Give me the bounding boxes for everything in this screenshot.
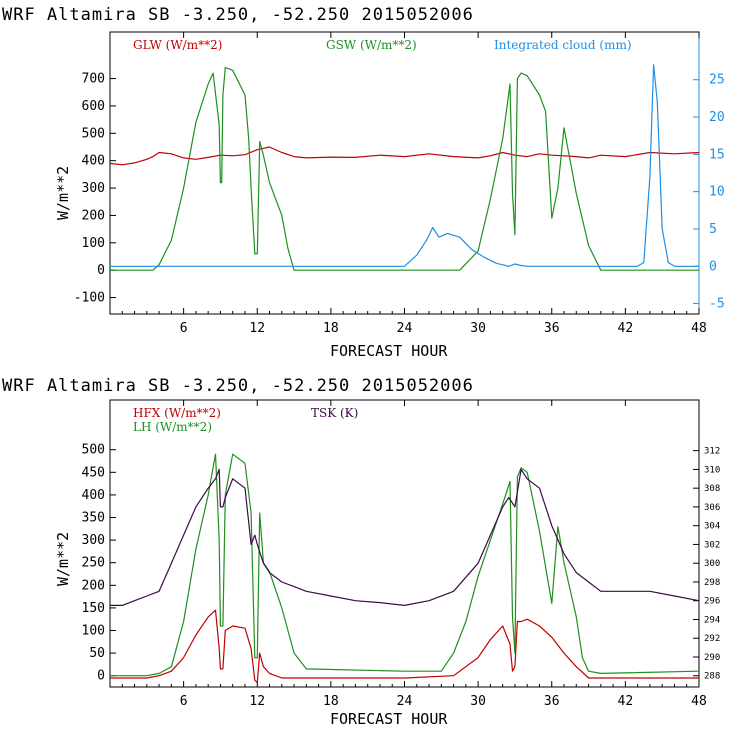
x-tick-label: 12 — [249, 694, 265, 709]
bottom-x-axis: 6 12 18 24 30 36 42 48 — [121, 400, 707, 709]
x-tick-label: 42 — [618, 694, 634, 709]
y2-tick-label: 306 — [704, 503, 720, 513]
bottom-chart-title: WRF Altamira SB -3.250, -52.250 20150520… — [2, 376, 474, 396]
series-glw-line — [109, 146, 700, 166]
y-tick-label: -100 — [74, 291, 105, 306]
legend-glw: GLW (W/m**2) — [133, 38, 222, 52]
y2-tick-label: 300 — [704, 559, 720, 569]
y2-tick-label: 0 — [709, 259, 717, 274]
top-y-axis-label: W/m**2 — [54, 166, 72, 220]
y2-tick-label: 308 — [704, 484, 720, 494]
x-tick-label: 24 — [397, 321, 413, 336]
top-x-axis: 6 12 18 24 30 36 42 48 — [121, 32, 707, 336]
y-tick-label: 600 — [82, 99, 105, 114]
x-tick-label: 6 — [180, 321, 188, 336]
y-tick-label: 300 — [82, 181, 105, 196]
x-tick-label: 48 — [691, 321, 707, 336]
bottom-y-axis-label: W/m**2 — [54, 532, 72, 586]
y-tick-label: 100 — [82, 624, 105, 639]
bottom-chart-panel: WRF Altamira SB -3.250, -52.250 20150520… — [2, 376, 720, 728]
series-tsk-line — [110, 468, 700, 607]
x-tick-label: 48 — [691, 694, 707, 709]
top-x-axis-label: FORECAST HOUR — [330, 342, 448, 360]
x-tick-label: 36 — [544, 694, 560, 709]
y2-tick-label: 20 — [709, 110, 725, 125]
y-tick-label: 450 — [82, 465, 105, 480]
x-tick-label: 36 — [544, 321, 560, 336]
y-tick-label: 50 — [89, 646, 105, 661]
legend-integrated-cloud: Integrated cloud (mm) — [494, 38, 632, 52]
x-tick-label: 12 — [249, 321, 265, 336]
y2-tick-label: 310 — [704, 465, 720, 475]
bottom-right-axis: 288 290 292 294 296 298 300 302 304 306 308 310 312 — [693, 447, 720, 682]
y-tick-label: 500 — [82, 126, 105, 141]
x-tick-label: 18 — [323, 321, 339, 336]
x-tick-label: 24 — [397, 694, 413, 709]
series-gsw-line — [110, 66, 699, 271]
y2-tick-label: -5 — [709, 297, 725, 312]
y2-tick-label: 298 — [704, 578, 720, 588]
y2-tick-label: 25 — [709, 73, 725, 88]
top-series-group — [109, 64, 700, 271]
y2-tick-label: 10 — [709, 185, 725, 200]
y2-tick-label: 304 — [704, 522, 720, 532]
series-lh-line — [110, 453, 700, 677]
y-tick-label: 0 — [97, 263, 105, 278]
top-right-axis: -5 0 5 10 15 20 25 — [693, 73, 725, 312]
y2-tick-label: 288 — [704, 672, 720, 682]
y-tick-label: 100 — [82, 236, 105, 251]
bottom-x-axis-label: FORECAST HOUR — [330, 710, 448, 728]
y-tick-label: 700 — [82, 72, 105, 87]
y-tick-label: 300 — [82, 533, 105, 548]
y-tick-label: 400 — [82, 488, 105, 503]
top-left-axis: -100 0 100 200 300 400 500 600 700 — [74, 72, 116, 306]
y2-tick-label: 290 — [704, 653, 720, 663]
legend-tsk: TSK (K) — [311, 406, 358, 420]
x-tick-label: 30 — [470, 321, 486, 336]
bottom-plot-frame — [109, 399, 700, 688]
series-integrated-line — [110, 64, 699, 267]
y2-tick-label: 15 — [709, 147, 725, 162]
y-tick-label: 200 — [82, 578, 105, 593]
y-tick-label: 150 — [82, 601, 105, 616]
y-tick-label: 500 — [82, 443, 105, 458]
series-hfx-line — [110, 609, 699, 684]
top-chart-panel: WRF Altamira SB -3.250, -52.250 20150520… — [2, 5, 725, 360]
y2-tick-label: 294 — [704, 615, 720, 625]
x-tick-label: 6 — [180, 694, 188, 709]
y-tick-label: 400 — [82, 154, 105, 169]
legend-lh: LH (W/m**2) — [133, 420, 212, 434]
top-plot-frame — [109, 31, 700, 315]
bottom-series-group — [110, 453, 700, 684]
y-tick-label: 0 — [97, 669, 105, 684]
y-tick-label: 250 — [82, 556, 105, 571]
y2-tick-label: 296 — [704, 597, 720, 607]
y2-tick-label: 302 — [704, 540, 720, 550]
legend-gsw: GSW (W/m**2) — [326, 38, 417, 52]
x-tick-label: 18 — [323, 694, 339, 709]
x-tick-label: 42 — [618, 321, 634, 336]
bottom-left-axis: 0 50 100 150 200 250 300 350 400 450 500 — [82, 443, 116, 684]
y2-tick-label: 312 — [704, 447, 720, 457]
y2-tick-label: 292 — [704, 634, 720, 644]
y-tick-label: 350 — [82, 511, 105, 526]
y2-tick-label: 5 — [709, 222, 717, 237]
top-chart-title: WRF Altamira SB -3.250, -52.250 20150520… — [2, 5, 474, 25]
x-tick-label: 30 — [470, 694, 486, 709]
y-tick-label: 200 — [82, 208, 105, 223]
legend-hfx: HFX (W/m**2) — [133, 406, 221, 420]
